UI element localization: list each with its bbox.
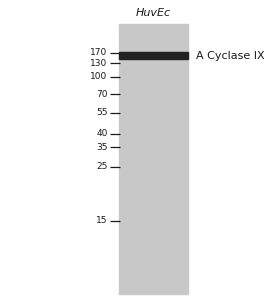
Bar [119,24,188,294]
Text: 130: 130 [91,58,108,68]
Text: A Cyclase IX: A Cyclase IX [196,50,265,61]
Text: 40: 40 [96,129,108,138]
Text: HuvEc: HuvEc [136,8,171,18]
Text: 55: 55 [96,108,108,117]
Bar [119,52,188,59]
Text: 100: 100 [91,72,108,81]
Text: 15: 15 [96,216,108,225]
Text: 170: 170 [91,48,108,57]
Text: 35: 35 [96,142,108,152]
Text: 25: 25 [96,162,108,171]
Text: 70: 70 [96,90,108,99]
